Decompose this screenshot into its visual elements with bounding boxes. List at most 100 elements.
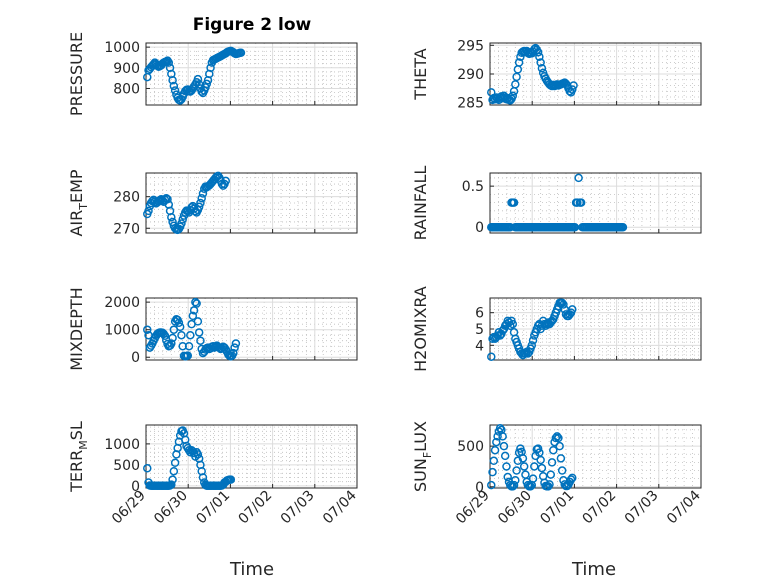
data-point [554, 433, 563, 443]
data-point [168, 75, 177, 85]
data-point [231, 339, 241, 348]
data-point [198, 189, 208, 198]
data-point [536, 58, 545, 67]
y-axis-label: MIXDEPTH [67, 287, 86, 370]
data-point [168, 333, 177, 343]
data-point [169, 466, 179, 476]
y-tick-label: 900 [113, 61, 140, 77]
data-point [492, 437, 501, 447]
y-tick-label: 270 [113, 221, 140, 237]
data-point [221, 176, 231, 186]
data-point [202, 79, 212, 89]
axes-frame [145, 297, 358, 361]
data-point [177, 330, 186, 340]
data-point [508, 91, 518, 101]
data-point [527, 341, 537, 350]
data-point [508, 319, 518, 329]
data-point [561, 79, 571, 89]
subplot-2: 285 290 295 THETA [411, 38, 702, 112]
data-point [519, 462, 529, 471]
series-markers [143, 46, 246, 105]
data-point [218, 181, 228, 190]
y-axis-label: PRESSURE [67, 32, 86, 116]
subplot-5: 0 1000 2000 MIXDEPTH [67, 287, 358, 371]
data-point [160, 331, 170, 340]
data-point [533, 47, 543, 57]
plot-area [145, 42, 358, 106]
data-point [500, 451, 510, 461]
y-tick-label: 0 [475, 220, 484, 236]
series-markers [487, 43, 578, 105]
y-tick-label: 1000 [104, 40, 140, 56]
data-point [568, 473, 577, 483]
x-tick-label: 06/29 [109, 488, 149, 528]
data-point [196, 198, 205, 208]
data-point [143, 464, 152, 473]
plot-area [489, 424, 702, 489]
data-point [167, 339, 176, 348]
data-point [178, 215, 187, 224]
y-axis-label: RAINFALL [411, 166, 430, 241]
data-point [191, 297, 200, 307]
data-point [186, 330, 195, 340]
data-point [144, 206, 153, 216]
data-point [549, 445, 558, 455]
y-tick-label: 4 [475, 338, 484, 354]
data-point [568, 305, 577, 314]
data-point [193, 450, 203, 459]
data-point [618, 223, 628, 232]
data-point [498, 432, 507, 441]
x-tick-label: 07/02 [236, 488, 276, 528]
data-point [545, 480, 554, 489]
y-tick-label: 280 [113, 190, 140, 206]
data-point [573, 198, 582, 207]
y-tick-label: 1000 [104, 437, 140, 453]
data-point [169, 81, 179, 91]
data-point [226, 475, 236, 484]
y-tick-label: 1000 [104, 323, 140, 339]
y-tick-label: 500 [457, 439, 484, 455]
data-point [230, 343, 239, 352]
data-point [528, 474, 538, 483]
subplot-8: 0 500 06/29 06/30 07/01 07/02 07/03 07/04 SUNFLU… [411, 421, 704, 527]
x-tick-label: 07/01 [193, 488, 233, 528]
data-point [499, 441, 509, 451]
data-point [536, 455, 545, 465]
series-markers [143, 297, 241, 361]
data-point [493, 432, 502, 441]
y-tick-label: 800 [113, 81, 140, 97]
data-point [502, 462, 511, 471]
y-tick-label: 6 [475, 306, 484, 322]
x-tick-label: 07/02 [580, 488, 620, 528]
axes-frame [489, 172, 702, 234]
y-tick-label: 295 [457, 38, 484, 54]
data-point [503, 472, 512, 482]
x-axis-label-right: Time [571, 559, 616, 580]
axes-frame [145, 424, 358, 489]
data-point [197, 194, 206, 203]
data-point [528, 336, 538, 345]
series-markers [143, 171, 231, 235]
data-point [511, 476, 520, 485]
data-point [526, 482, 535, 491]
axes-frame [489, 424, 702, 489]
series-markers [487, 424, 577, 491]
data-point [229, 348, 238, 358]
y-tick-label: 0 [131, 479, 140, 495]
data-point [168, 475, 177, 484]
data-point [194, 202, 204, 212]
data-point [569, 81, 578, 90]
plot-area [489, 172, 702, 234]
data-point [192, 299, 201, 308]
series-markers [143, 426, 236, 490]
data-point [559, 300, 568, 309]
data-point [188, 311, 198, 321]
x-tick-label: 06/30 [495, 488, 535, 528]
data-point [487, 352, 496, 361]
y-axis-label: THETA [411, 48, 430, 100]
x-tick-label: 07/03 [278, 488, 318, 528]
data-point [174, 318, 184, 328]
data-point [568, 85, 577, 94]
data-point [514, 58, 524, 67]
